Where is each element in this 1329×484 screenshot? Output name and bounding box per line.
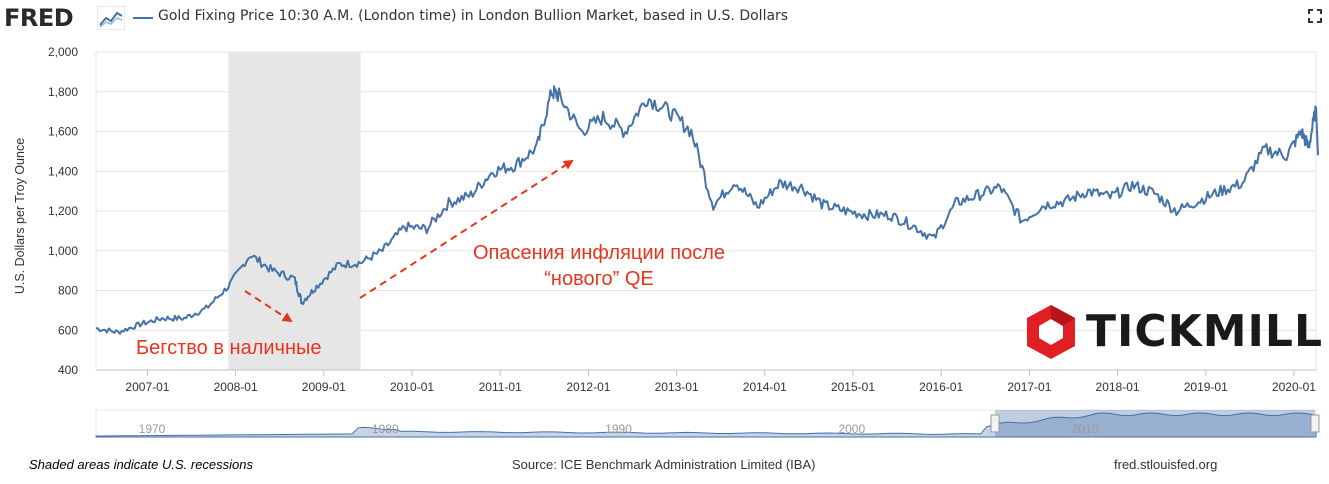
y-tick-label: 1,200: [48, 204, 78, 218]
expand-icon[interactable]: [1308, 9, 1322, 23]
annotation-arrows: [244, 159, 574, 323]
fred-logo-graph-icon: [97, 6, 125, 30]
x-tick-label: 2012-01: [566, 380, 610, 394]
header: FRED Gold Fixing Price 10:30 A.M. (Londo…: [0, 0, 1329, 36]
y-tick-label: 1,000: [48, 244, 78, 258]
arrow-inflation-fears: [359, 159, 574, 299]
y-tick-label: 400: [58, 363, 78, 377]
annotation-inflation-line2: “нового” QE: [544, 268, 654, 290]
legend-swatch: [133, 17, 153, 19]
y-tick-label: 1,400: [48, 164, 78, 178]
x-tick-label: 2013-01: [655, 380, 699, 394]
x-tick-label: 2008-01: [214, 380, 258, 394]
recession-note: Shaded areas indicate U.S. recessions: [29, 457, 254, 472]
navigator-year-label: 1970: [139, 422, 166, 436]
x-tick-label: 2020-01: [1272, 380, 1316, 394]
y-tick-label: 1,600: [48, 125, 78, 139]
y-tick-label: 1,800: [48, 85, 78, 99]
y-axis-ticks: 400 600 800 1,000 1,200 1,400 1,600 1,800 2,000: [48, 45, 78, 377]
x-tick-label: 2014-01: [743, 380, 787, 394]
site-link[interactable]: fred.stlouisfed.org: [1114, 457, 1218, 472]
fred-logo[interactable]: FRED: [4, 4, 74, 32]
tickmill-wordmark: TICKMILL: [1086, 306, 1324, 357]
navigator-area: [95, 412, 1317, 438]
annotation-inflation: Опасения инфляции после “нового” QE: [459, 240, 739, 292]
x-tick-label: 2019-01: [1184, 380, 1228, 394]
navigator-year-label: 2010: [1072, 422, 1099, 436]
x-tick-label: 2011-01: [479, 380, 522, 394]
navigator-year-label: 1980: [372, 422, 399, 436]
navigator: 1970 1980 1990 2000 2010: [95, 409, 1320, 438]
x-tick-label: 2010-01: [390, 380, 434, 394]
x-tick-label: 2017-01: [1007, 380, 1051, 394]
arrow-flight-to-cash: [244, 290, 293, 323]
series-title: Gold Fixing Price 10:30 A.M. (London tim…: [158, 8, 789, 24]
tickmill-logo: TICKMILL: [1022, 303, 1322, 361]
y-tick-label: 600: [58, 323, 78, 337]
x-tick-label: 2016-01: [919, 380, 963, 394]
navigator-handle-left[interactable]: [990, 414, 1000, 433]
x-tick-label: 2015-01: [831, 380, 875, 394]
x-tick-label: 2018-01: [1096, 380, 1140, 394]
tickmill-hexagon-icon: [1027, 305, 1075, 359]
y-tick-label: 800: [58, 284, 78, 298]
series-layer: [96, 85, 1319, 335]
navigator-handle-right[interactable]: [1310, 414, 1320, 433]
y-axis-label: U.S. Dollars per Troy Ounce: [13, 138, 27, 294]
navigator-selection: [995, 410, 1315, 437]
chart: 4006008001,0001,2001,4001,6001,8002,000 …: [13, 45, 1320, 438]
series-line-gold-fixing: [96, 85, 1319, 335]
source-text: Source: ICE Benchmark Administration Lim…: [512, 457, 816, 472]
navigator-year-label: 1990: [605, 422, 632, 436]
x-axis-ticks: 2007-01 2008-01 2009-01 2010-01 2011-01 2012-…: [96, 369, 1316, 394]
annotation-inflation-line1: Опасения инфляции после: [472, 242, 726, 264]
x-tick-label: 2007-01: [125, 380, 169, 394]
navigator-year-label: 2000: [838, 422, 865, 436]
x-tick-label: 2009-01: [302, 380, 346, 394]
y-tick-label: 2,000: [48, 45, 78, 59]
annotation-flight-to-cash: Бегство в наличные: [136, 337, 322, 359]
